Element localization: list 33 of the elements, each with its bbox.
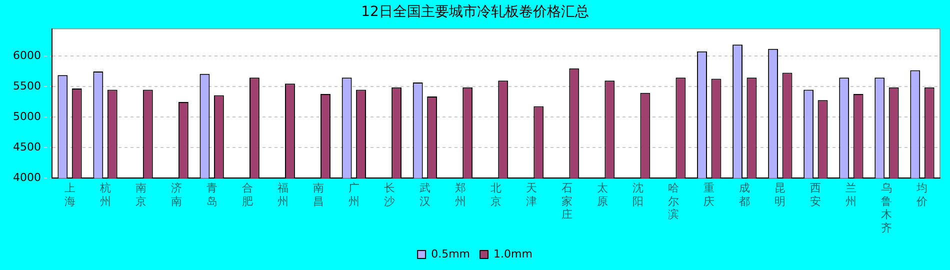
x-tick-label: 合肥 <box>242 182 253 208</box>
legend-label: 1.0mm <box>494 247 532 260</box>
x-tick-label: 济南 <box>170 182 182 208</box>
x-tick-label: 沈阳 <box>632 182 644 208</box>
x-tick-label: 哈尔滨 <box>668 182 680 222</box>
x-tick-label: 南京 <box>135 182 146 208</box>
y-tick-label: 6000 <box>12 49 41 62</box>
x-tick-label: 成都 <box>739 182 750 208</box>
x-tick-label: 太原 <box>597 182 608 208</box>
x-tick-label: 北京 <box>490 182 502 208</box>
y-tick-label: 5000 <box>12 110 41 124</box>
x-tick-label: 上海 <box>64 182 76 208</box>
x-tick-label: 重庆 <box>704 182 715 208</box>
x-tick-label: 福州 <box>277 182 288 208</box>
x-tick-label: 武汉 <box>419 182 430 208</box>
legend-label: 0.5mm <box>431 247 470 260</box>
x-tick-label: 均价 <box>916 182 928 208</box>
y-tick-label: 4500 <box>12 140 41 154</box>
y-tick-label: 4000 <box>12 171 41 184</box>
x-tick-label: 南昌 <box>312 182 324 208</box>
x-tick-label: 郑州 <box>454 182 466 208</box>
x-tick-label: 石家庄 <box>562 182 573 222</box>
x-tick-label: 杭州 <box>98 182 111 208</box>
x-tick-label: 天津 <box>526 182 538 208</box>
x-tick-label: 昆明 <box>774 182 786 208</box>
x-tick-label: 兰州 <box>846 182 857 208</box>
chart-title: 12日全国主要城市冷轧板卷价格汇总 <box>361 4 589 20</box>
x-tick-label: 青岛 <box>206 182 218 208</box>
x-tick-label: 西安 <box>810 182 822 208</box>
x-tick-label: 乌鲁木齐 <box>881 182 892 234</box>
x-tick-label: 广州 <box>348 182 360 208</box>
y-tick-label: 5500 <box>12 80 41 93</box>
x-tick-label: 长沙 <box>384 182 395 208</box>
